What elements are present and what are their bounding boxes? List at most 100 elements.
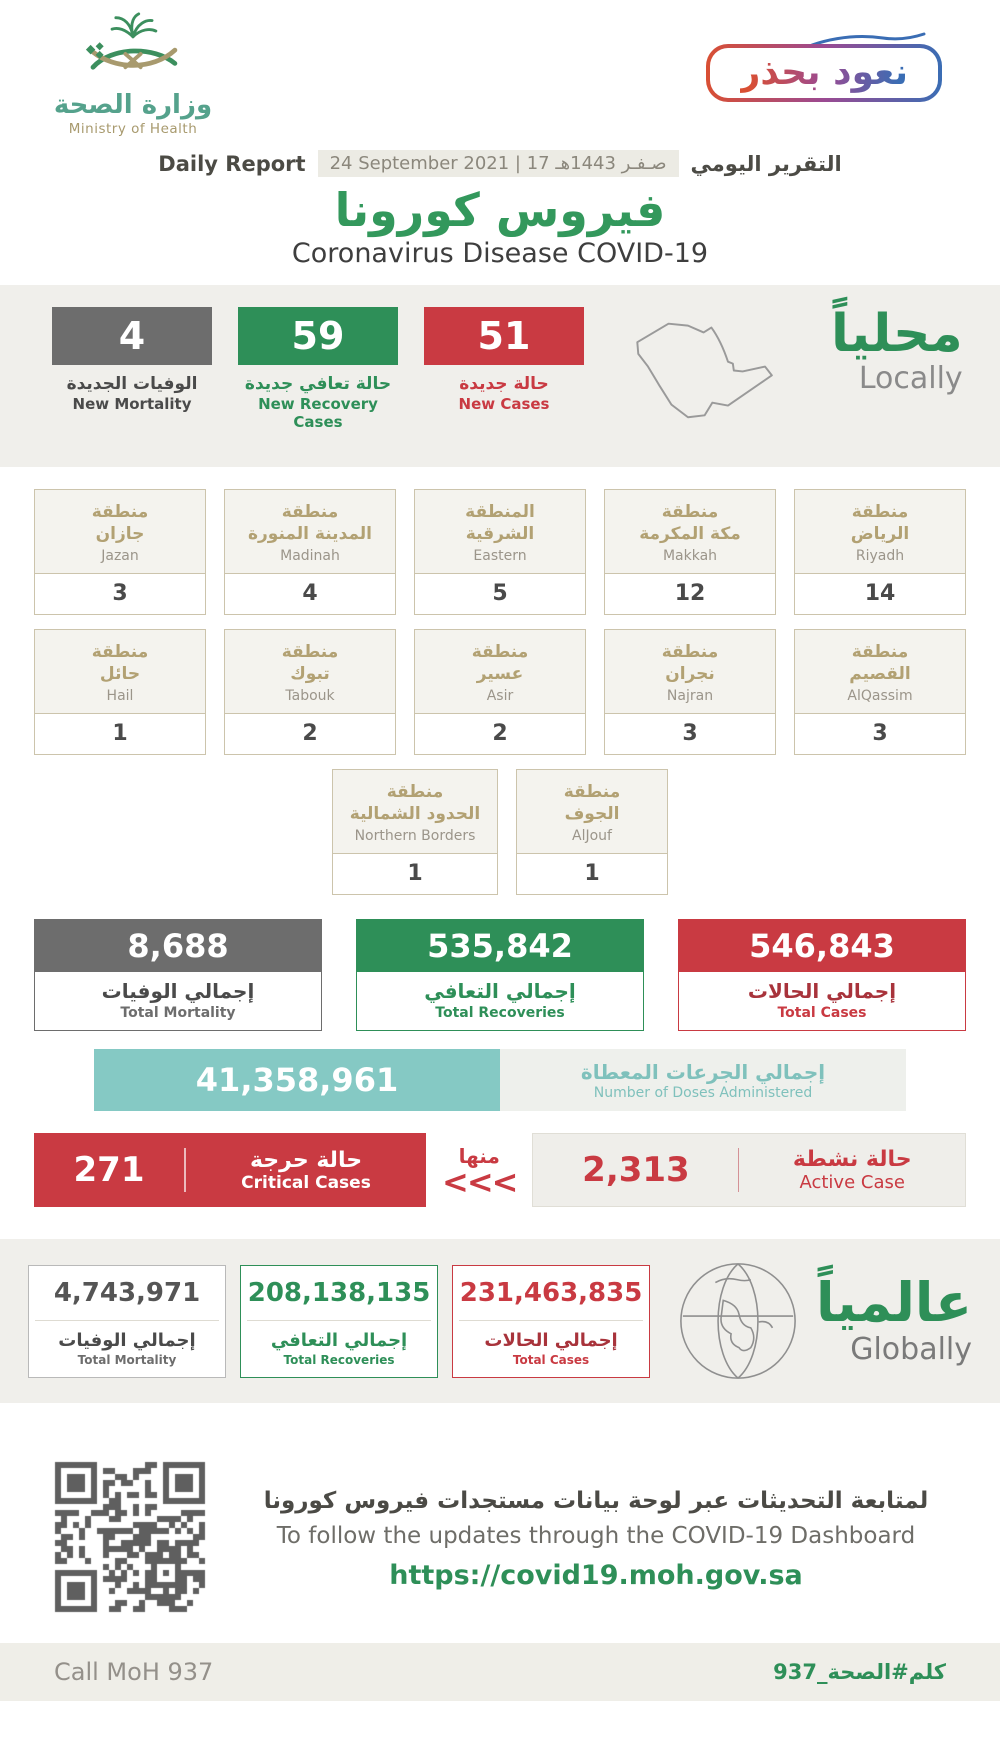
global-recoveries-card: 208,138,135 إجمالي التعافي Total Recover… — [240, 1264, 439, 1378]
report-date: 24 September 2021 | 17 صـفـر 1443هـ — [317, 150, 679, 177]
region-card-makkah: منطقة مكة المكرمة Makkah 12 — [604, 489, 776, 616]
critical-cases-label-ar: حالة حرجة — [249, 1147, 363, 1173]
daily-report-label-en: Daily Report — [158, 151, 306, 176]
new-recovery-stat: 59 حالة تعافي جديدة New Recovery Cases — [238, 306, 398, 431]
region-card-tabouk: منطقة تبوك Tabouk 2 — [224, 629, 396, 756]
total-cases-label-ar: إجمالي الحالات — [747, 979, 897, 1004]
region-name-en: Asir — [486, 688, 514, 705]
divider — [184, 1148, 186, 1193]
region-name-en: Northern Borders — [354, 828, 476, 845]
region-name-ar: المنطقة الشرقية — [465, 502, 535, 545]
badge-text: نعود بحذر — [739, 52, 908, 93]
new-mortality-stat: 4 الوفيات الجديدة New Mortality — [52, 306, 212, 413]
critical-cases-value: 271 — [73, 1150, 145, 1191]
new-recovery-value: 59 — [238, 306, 398, 365]
total-recoveries-value: 535,842 — [357, 920, 643, 973]
ministry-name-en: Ministry of Health — [68, 121, 198, 137]
region-name-en: Hail — [106, 688, 134, 705]
region-value: 3 — [872, 721, 888, 747]
locally-section: 4 الوفيات الجديدة New Mortality 59 حالة … — [0, 284, 1000, 468]
global-mortality-value: 4,743,971 — [35, 1278, 220, 1321]
region-card-najran: منطقة نجران Najran 3 — [604, 629, 776, 756]
region-name-ar: منطقة الحدود الشمالية — [349, 782, 481, 825]
region-value: 5 — [492, 581, 508, 607]
critical-cases-label-en: Critical Cases — [241, 1172, 371, 1193]
region-name-en: AlJouf — [572, 828, 612, 845]
region-name-ar: منطقة جازان — [91, 502, 149, 545]
locally-title-ar: محلياً — [831, 303, 963, 364]
header: وزارة الصحة Ministry of Health نعود بحذر — [0, 0, 1000, 150]
new-mortality-label-en: New Mortality — [72, 394, 192, 413]
locally-title-en: Locally — [858, 361, 963, 397]
region-value: 2 — [302, 721, 318, 747]
total-recoveries-card: 535,842 إجمالي التعافي Total Recoveries — [356, 919, 644, 1032]
region-name-ar: منطقة تبوك — [281, 642, 339, 685]
global-cases-value: 231,463,835 — [459, 1278, 644, 1321]
active-cases-label-en: Active Case — [799, 1172, 905, 1194]
moh-logo: وزارة الصحة Ministry of Health — [48, 12, 218, 137]
region-name-en: Tabouk — [285, 688, 335, 705]
regions-row-2: منطقة حائل Hail 1 منطقة تبوك Tabouk 2 من… — [0, 629, 1000, 756]
global-cases-label-ar: إجمالي الحالات — [484, 1329, 618, 1351]
active-cases-box: 2,313 حالة نشطة Active Case — [532, 1133, 966, 1208]
global-mortality-label-ar: إجمالي الوفيات — [58, 1329, 196, 1351]
region-value: 3 — [682, 721, 698, 747]
total-cases-label-en: Total Cases — [777, 1005, 867, 1022]
region-name-en: Najran — [666, 688, 714, 705]
total-mortality-label-en: Total Mortality — [120, 1005, 236, 1022]
new-mortality-value: 4 — [52, 306, 212, 365]
critical-active-row: 271 حالة حرجة Critical Cases منها <<< 2,… — [0, 1133, 1000, 1208]
new-recovery-label-ar: حالة تعافي جديدة — [244, 373, 392, 394]
doses-administered-bar: 41,358,961 إجمالي الجرعات المعطاة Number… — [94, 1049, 906, 1112]
region-value: 1 — [112, 721, 128, 747]
region-card-hail: منطقة حائل Hail 1 — [34, 629, 206, 756]
region-name-ar: منطقة المدينة المنورة — [247, 502, 372, 545]
region-value: 3 — [112, 581, 128, 607]
dashboard-section: لمتابعة التحديثات عبر لوحة بيانات مستجدا… — [0, 1425, 1000, 1617]
of-which-indicator: منها <<< — [442, 1144, 518, 1198]
ministry-name-ar: وزارة الصحة — [53, 90, 213, 120]
call-moh-label-en: Call MoH 937 — [54, 1658, 214, 1687]
global-cases-label-en: Total Cases — [512, 1352, 590, 1367]
globally-title-en: Globally — [850, 1331, 973, 1367]
region-card-riyadh: منطقة الرياض Riyadh 14 — [794, 489, 966, 616]
region-name-en: AlQassim — [847, 688, 913, 705]
global-recoveries-value: 208,138,135 — [247, 1278, 432, 1321]
region-name-ar: منطقة الجوف — [563, 782, 621, 825]
region-value: 1 — [407, 861, 423, 887]
daily-report-label-ar: التقرير اليومي — [690, 151, 842, 176]
global-cases-card: 231,463,835 إجمالي الحالات Total Cases — [452, 1264, 651, 1378]
critical-cases-box: 271 حالة حرجة Critical Cases — [34, 1133, 426, 1208]
new-cases-label-en: New Cases — [458, 394, 550, 413]
return-with-caution-badge: نعود بحذر — [705, 32, 942, 102]
region-card-aljouf: منطقة الجوف AlJouf 1 — [516, 769, 668, 896]
new-mortality-label-ar: الوفيات الجديدة — [66, 373, 198, 394]
region-name-ar: منطقة مكة المكرمة — [639, 502, 741, 545]
region-value: 14 — [864, 581, 896, 607]
doses-label-en: Number of Doses Administered — [593, 1084, 813, 1101]
regions-row-1: منطقة جازان Jazan 3 منطقة المدينة المنور… — [0, 489, 1000, 616]
qr-code — [54, 1461, 206, 1614]
total-cases-value: 546,843 — [679, 920, 965, 973]
total-recoveries-label-ar: إجمالي التعافي — [424, 979, 576, 1004]
total-mortality-value: 8,688 — [35, 920, 321, 973]
global-recoveries-label-en: Total Recoveries — [283, 1352, 395, 1367]
region-value: 12 — [674, 581, 706, 607]
region-name-ar: منطقة حائل — [91, 642, 149, 685]
region-name-ar: منطقة نجران — [661, 642, 719, 685]
region-name-ar: منطقة القصيم — [849, 642, 911, 685]
new-cases-value: 51 — [424, 306, 584, 365]
globe-icon — [680, 1263, 796, 1379]
total-mortality-label-ar: إجمالي الوفيات — [101, 979, 255, 1004]
page-title-ar: فيروس كورونا — [334, 183, 666, 237]
globally-title: عالمياً Globally — [816, 1275, 972, 1367]
globally-section: 4,743,971 إجمالي الوفيات Total Mortality… — [0, 1239, 1000, 1404]
page-title-en: Coronavirus Disease COVID-19 — [291, 237, 709, 269]
region-card-eastern: المنطقة الشرقية Eastern 5 — [414, 489, 586, 616]
region-name-en: Madinah — [280, 548, 340, 565]
total-mortality-card: 8,688 إجمالي الوفيات Total Mortality — [34, 919, 322, 1032]
dashboard-link[interactable]: https://covid19.moh.gov.sa — [389, 1559, 803, 1591]
region-card-asir: منطقة عسير Asir 2 — [414, 629, 586, 756]
region-card-madinah: منطقة المدينة المنورة Madinah 4 — [224, 489, 396, 616]
global-recoveries-label-ar: إجمالي التعافي — [270, 1329, 408, 1351]
